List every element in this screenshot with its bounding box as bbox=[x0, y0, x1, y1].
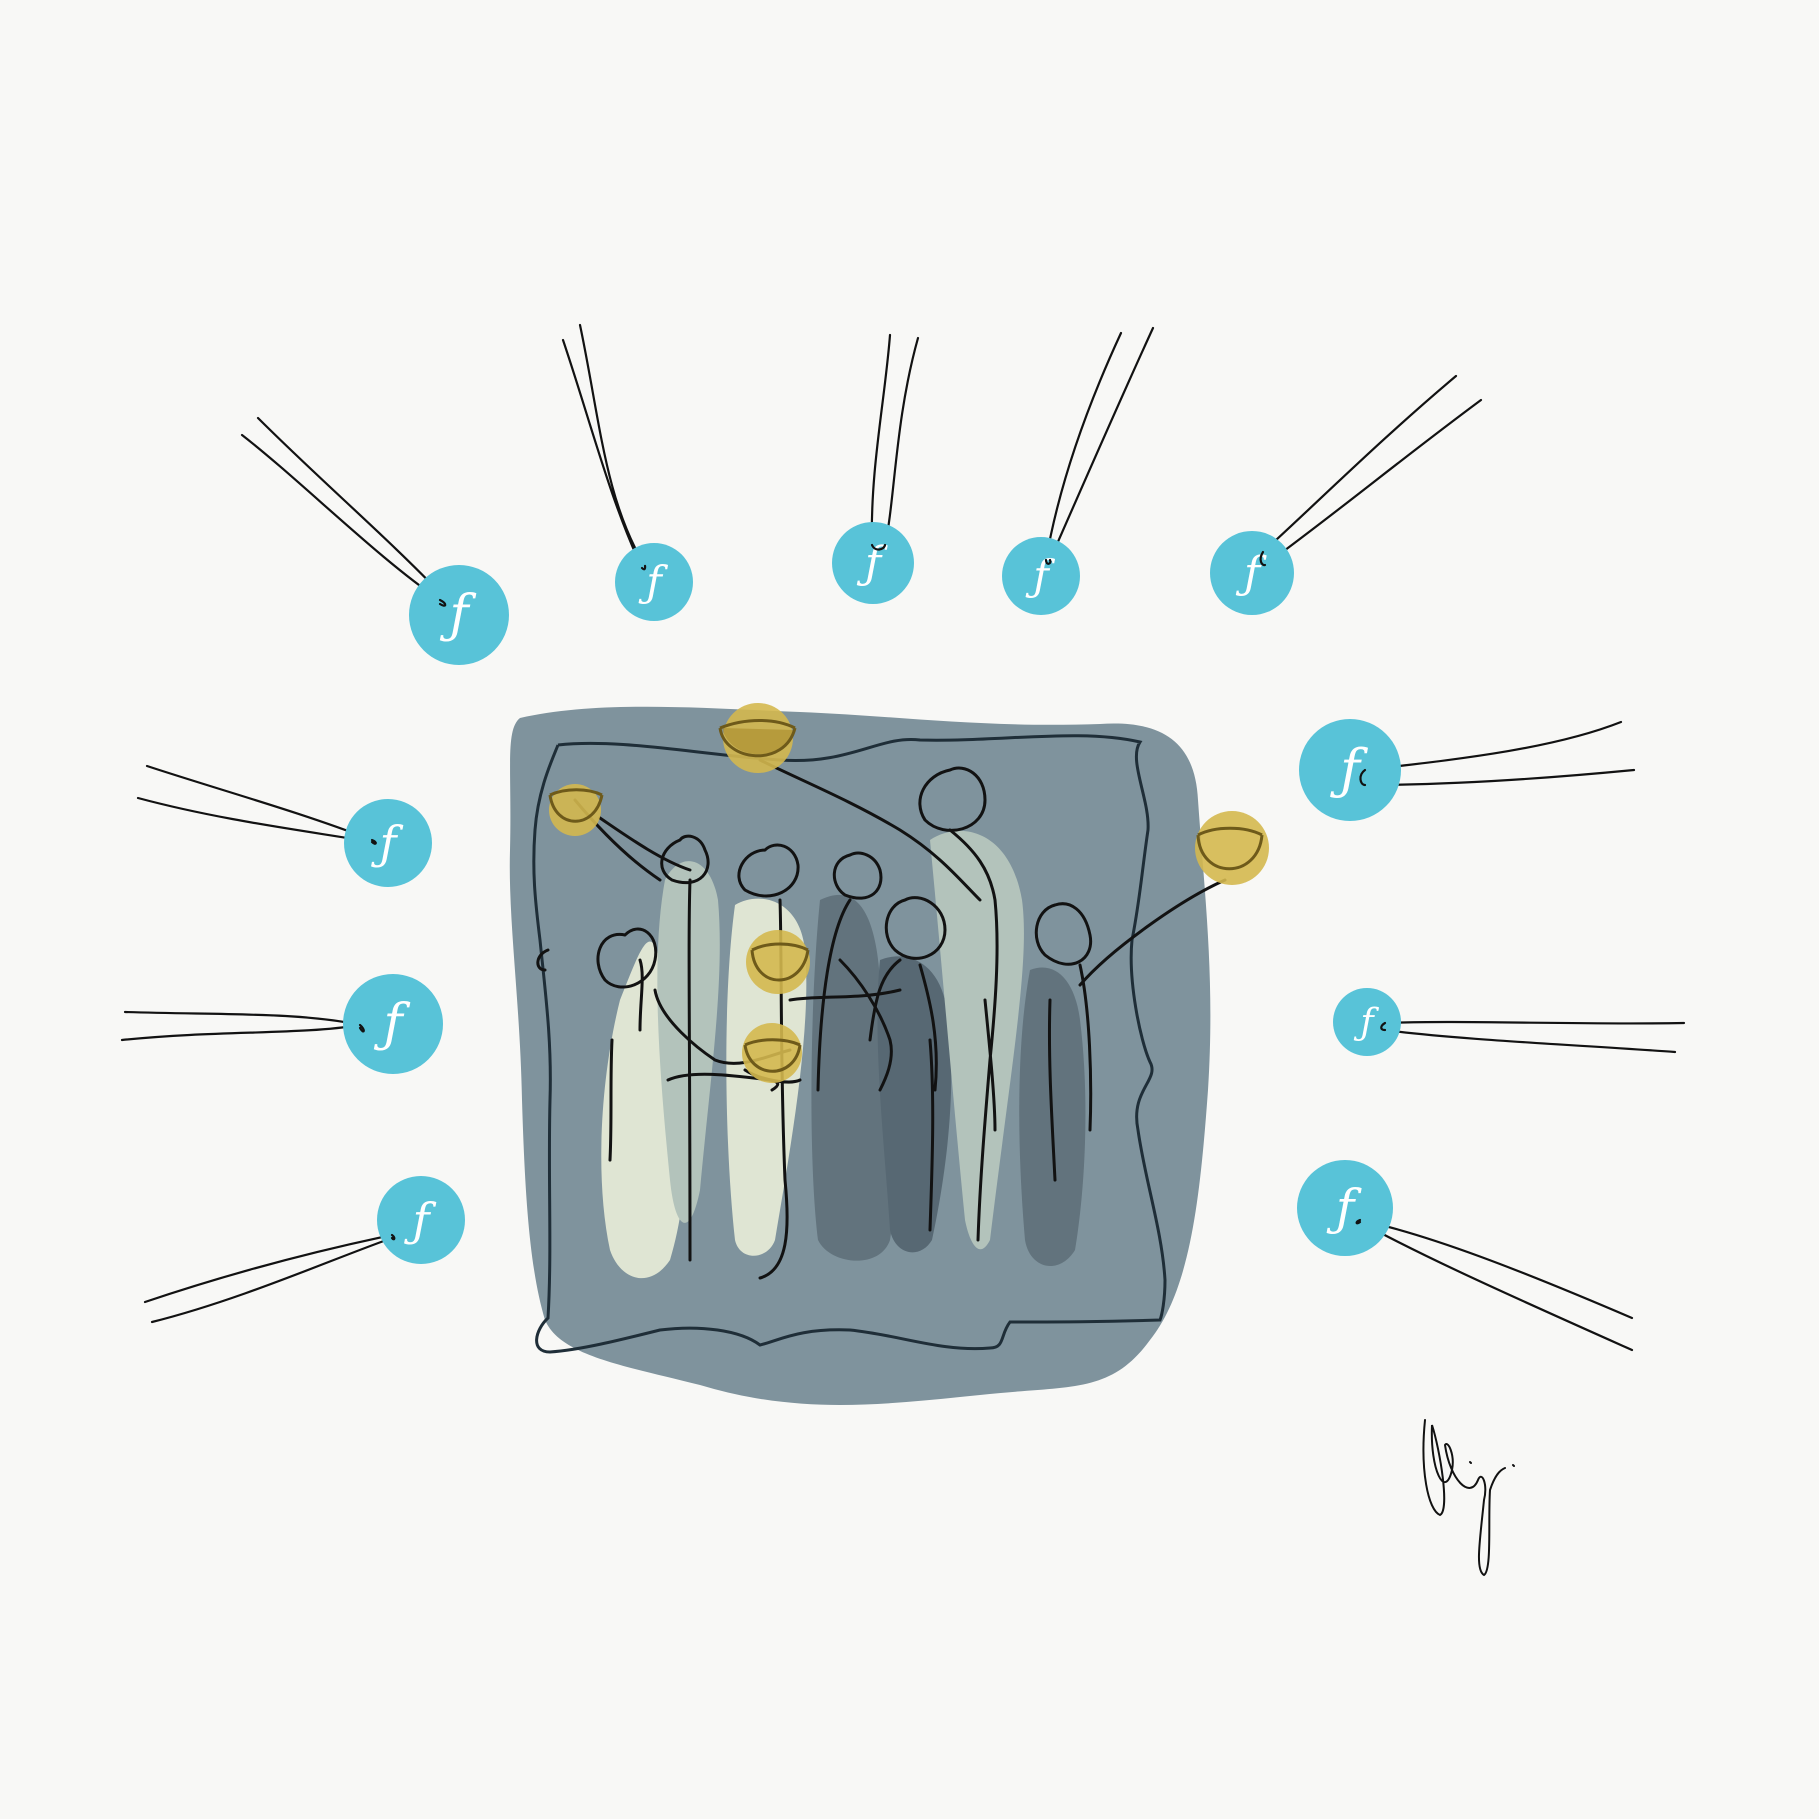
bowl-left bbox=[548, 784, 604, 836]
person-7-line bbox=[1034, 878, 1227, 1182]
coin-8: ƒ bbox=[377, 1176, 465, 1264]
coin-5: ƒ bbox=[1210, 531, 1294, 615]
figures-ink bbox=[536, 758, 1227, 1280]
coin-7: ƒ bbox=[343, 974, 443, 1074]
coin-6: ƒ bbox=[344, 799, 432, 887]
coin-3: ƒ bbox=[832, 522, 914, 604]
person-4-line bbox=[788, 851, 902, 1092]
connecting-line bbox=[758, 758, 982, 902]
bowl-lower bbox=[742, 1023, 802, 1083]
coins: ƒ ƒ ƒ ƒ ƒ ƒ ƒ ƒ ƒ ƒ ƒ bbox=[120, 323, 1686, 1352]
coin-sticks bbox=[120, 323, 1686, 1352]
bowl-right bbox=[1195, 811, 1269, 885]
figure-fill-6 bbox=[930, 830, 1024, 1250]
bowls bbox=[548, 703, 1269, 1083]
person-5-line bbox=[868, 896, 947, 1232]
coin-4: ƒ bbox=[1002, 537, 1080, 615]
person-1-line bbox=[596, 927, 792, 1162]
coin-2: ƒ bbox=[615, 543, 693, 621]
figure-fill-4 bbox=[811, 894, 894, 1261]
artist-signature bbox=[1422, 1419, 1515, 1577]
inner-frame-line bbox=[532, 734, 1167, 1354]
person-2-line bbox=[598, 816, 780, 1262]
coin-11: ƒ bbox=[1297, 1160, 1393, 1256]
coin-10: ƒ bbox=[1333, 988, 1401, 1056]
person-6-line bbox=[918, 766, 999, 1242]
coin-9: ƒ bbox=[1299, 719, 1401, 821]
stick-tips bbox=[358, 543, 1387, 1241]
bowl-top bbox=[718, 703, 797, 773]
coin-1: ƒ bbox=[409, 565, 509, 665]
bowl-middle bbox=[746, 930, 810, 994]
